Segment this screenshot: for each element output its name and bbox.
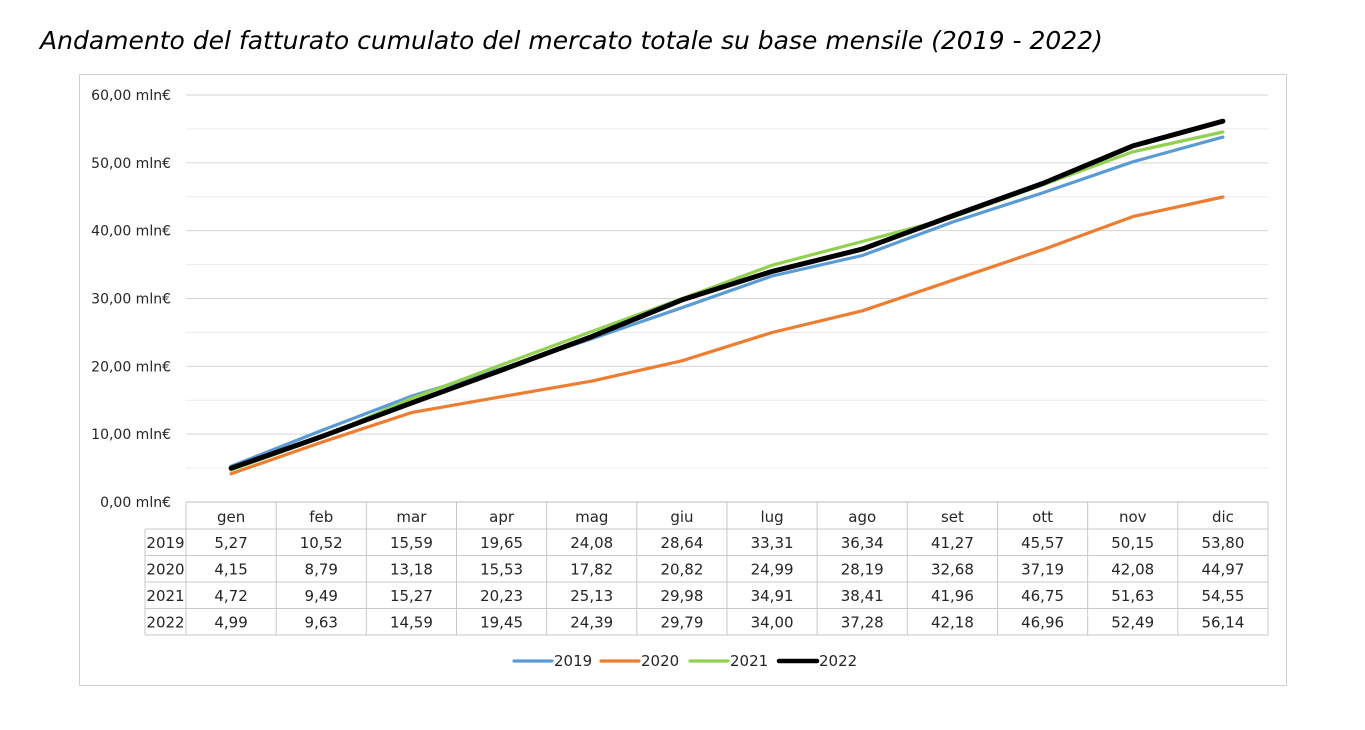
- x-tick-label: nov: [1119, 508, 1147, 526]
- legend-label: 2020: [641, 652, 679, 670]
- x-tick-label: gen: [217, 508, 245, 526]
- legend: 2019 2020 2021 2022: [512, 652, 857, 670]
- series-line-2022: [228, 118, 1226, 471]
- table-cell: 46,96: [1021, 614, 1064, 632]
- table-cell: 38,41: [841, 587, 884, 605]
- table-cell: 28,64: [660, 534, 703, 552]
- table-cell: 13,18: [390, 561, 433, 579]
- table-cell: 28,19: [841, 561, 884, 579]
- x-tick-label: ago: [848, 508, 876, 526]
- y-tick-label: 10,00 mln€: [91, 427, 171, 443]
- series-line-2019: [229, 135, 1225, 468]
- table-cell: 8,79: [305, 561, 338, 579]
- table-cell: 37,28: [841, 614, 884, 632]
- y-tick-label: 50,00 mln€: [91, 156, 171, 172]
- table-cell: 32,68: [931, 561, 974, 579]
- table-cell: 44,97: [1201, 561, 1244, 579]
- y-tick-label: 40,00 mln€: [91, 224, 171, 240]
- table-cell: 24,08: [570, 534, 613, 552]
- x-tick-label: apr: [489, 508, 515, 526]
- table-cell: 15,59: [390, 534, 433, 552]
- y-axis: 0,00 mln€ 10,00 mln€ 20,00 mln€ 30,00 mln€ 4…: [91, 88, 171, 511]
- table-cell: 9,49: [305, 587, 338, 605]
- table-cell: 53,80: [1201, 534, 1244, 552]
- series-line-2020: [229, 195, 1225, 476]
- table-cell: 20,23: [480, 587, 523, 605]
- table-cell: 24,39: [570, 614, 613, 632]
- table-row-header: 2021: [146, 587, 184, 605]
- table-row-header: 2020: [146, 561, 184, 579]
- table-row-header: 2022: [146, 614, 184, 632]
- table-cell: 52,49: [1111, 614, 1154, 632]
- table-cell: 19,65: [480, 534, 523, 552]
- x-tick-label: ott: [1032, 508, 1053, 526]
- table-cell: 46,75: [1021, 587, 1064, 605]
- table-cell: 45,57: [1021, 534, 1064, 552]
- table-cell: 20,82: [660, 561, 703, 579]
- y-tick-label: 0,00 mln€: [100, 495, 171, 511]
- table-row-header: 2019: [146, 534, 184, 552]
- y-tick-label: 30,00 mln€: [91, 292, 171, 308]
- table-cell: 50,15: [1111, 534, 1154, 552]
- table-cell: 29,98: [660, 587, 703, 605]
- x-tick-label: lug: [760, 508, 783, 526]
- table-cell: 15,53: [480, 561, 523, 579]
- x-tick-label: giu: [670, 508, 693, 526]
- x-tick-label: mag: [575, 508, 608, 526]
- table-cell: 4,15: [214, 561, 247, 579]
- legend-label: 2019: [554, 652, 592, 670]
- table-cell: 25,13: [570, 587, 613, 605]
- table-cell: 34,91: [751, 587, 794, 605]
- table-cell: 4,72: [214, 587, 247, 605]
- y-tick-label: 20,00 mln€: [91, 359, 171, 375]
- table-cell: 41,27: [931, 534, 974, 552]
- table-cell: 9,63: [305, 614, 338, 632]
- series-lines: [228, 118, 1226, 476]
- legend-label: 2021: [730, 652, 768, 670]
- table-cell: 4,99: [214, 614, 247, 632]
- x-tick-label: mar: [396, 508, 427, 526]
- table-cell: 19,45: [480, 614, 523, 632]
- gridlines: [186, 94, 1268, 469]
- table-cell: 42,18: [931, 614, 974, 632]
- table-cell: 29,79: [660, 614, 703, 632]
- table-cell: 17,82: [570, 561, 613, 579]
- chart-area: [79, 74, 1287, 686]
- table-cell: 14,59: [390, 614, 433, 632]
- table-cell: 56,14: [1201, 614, 1244, 632]
- table-cell: 34,00: [751, 614, 794, 632]
- x-tick-label: dic: [1212, 508, 1234, 526]
- legend-label: 2022: [819, 652, 857, 670]
- table-cell: 51,63: [1111, 587, 1154, 605]
- table-cell: 37,19: [1021, 561, 1064, 579]
- table-cell: 36,34: [841, 534, 884, 552]
- table-cell: 41,96: [931, 587, 974, 605]
- table-cell: 24,99: [751, 561, 794, 579]
- x-tick-label: feb: [309, 508, 333, 526]
- table-cell: 54,55: [1201, 587, 1244, 605]
- x-tick-label: set: [941, 508, 964, 526]
- chart-title: Andamento del fatturato cumulato del mer…: [40, 26, 1103, 55]
- table-cell: 10,52: [300, 534, 343, 552]
- data-table: gen feb mar apr mag giu lug ago set ott nov dic 2019…: [144, 501, 1269, 636]
- table-cell: 5,27: [214, 534, 247, 552]
- table-cell: 33,31: [751, 534, 794, 552]
- table-cell: 42,08: [1111, 561, 1154, 579]
- table-cell: 15,27: [390, 587, 433, 605]
- y-tick-label: 60,00 mln€: [91, 88, 171, 104]
